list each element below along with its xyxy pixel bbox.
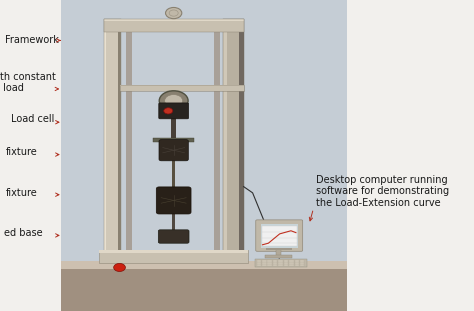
Bar [276,249,282,256]
Bar [104,19,244,32]
Bar [120,85,245,91]
Bar [256,260,261,262]
Bar [284,260,288,262]
Circle shape [159,91,188,111]
Bar [262,262,266,264]
Bar [256,262,261,264]
Bar [61,78,347,93]
Circle shape [164,95,182,107]
Bar [294,262,299,264]
Bar [61,202,347,218]
Bar [267,260,272,262]
Text: th constant
 load: th constant load [0,72,56,93]
Bar [300,260,304,262]
Bar [300,264,304,266]
Bar [223,19,244,261]
Bar [61,261,347,269]
Bar [104,19,107,261]
Bar [61,218,347,233]
FancyBboxPatch shape [159,140,188,161]
Text: fixture: fixture [5,188,37,197]
Bar [61,62,347,78]
Bar [289,262,294,264]
Bar [273,264,277,266]
Bar [61,93,347,109]
Bar [126,19,132,261]
Text: fixture: fixture [5,147,37,157]
Text: Desktop computer running
software for demonstrating
the Load-Extension curve: Desktop computer running software for de… [316,175,449,208]
Bar [172,159,175,190]
Bar [289,264,294,266]
Circle shape [114,263,126,272]
Bar [223,19,227,261]
Bar [120,85,245,91]
Bar [61,16,347,31]
Bar [61,0,347,16]
Bar [61,264,347,280]
Bar [262,260,266,262]
Bar [99,250,248,253]
FancyBboxPatch shape [156,187,191,214]
Bar [284,262,288,264]
Bar [256,264,261,266]
Circle shape [165,7,182,19]
Bar [214,19,219,261]
Bar [294,260,299,262]
Bar [278,262,283,264]
Bar [239,19,244,261]
Bar [172,212,175,232]
Bar [61,109,347,124]
Bar [262,226,297,246]
Bar [267,262,272,264]
Bar [289,260,294,262]
Text: Load cell: Load cell [11,114,55,124]
Bar [265,255,292,258]
Bar [118,19,121,261]
Bar [266,248,292,250]
Bar [61,187,347,202]
Bar [273,260,277,262]
Bar [120,85,245,86]
Bar [278,264,283,266]
Bar [61,295,347,311]
Bar [61,140,347,156]
Bar [104,19,244,21]
FancyBboxPatch shape [159,103,189,119]
Bar [284,264,288,266]
Bar [104,19,244,32]
Bar [172,118,176,146]
Bar [61,47,347,62]
Bar [273,262,277,264]
Bar [261,224,298,248]
Bar [294,264,299,266]
Bar [267,264,272,266]
Bar [61,124,347,140]
Bar [104,19,121,261]
Circle shape [164,108,173,114]
Text: ed base: ed base [4,228,42,238]
Bar [255,259,307,267]
Bar [154,138,194,142]
Text: Framework: Framework [5,35,58,45]
Bar [278,260,283,262]
Bar [61,233,347,249]
Bar [167,91,181,95]
Bar [61,0,347,311]
Bar [262,264,266,266]
Bar [61,280,347,295]
Bar [61,156,347,171]
FancyBboxPatch shape [158,230,189,243]
Bar [61,31,347,47]
Bar [300,262,304,264]
Bar [99,250,248,263]
Bar [104,19,121,261]
Bar [223,19,244,261]
FancyBboxPatch shape [256,220,303,251]
Bar [61,269,347,311]
Bar [61,171,347,187]
Bar [61,249,347,264]
